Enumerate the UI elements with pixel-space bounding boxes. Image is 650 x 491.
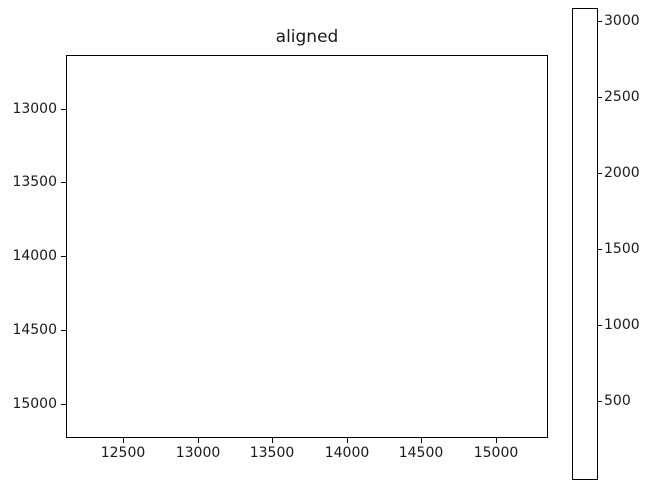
colorbar-gradient (572, 8, 598, 480)
x-tick-label: 13000 (175, 445, 221, 461)
x-tick (198, 438, 199, 443)
colorbar-tick (598, 21, 602, 22)
y-tick-label: 13000 (12, 101, 57, 117)
x-tick-label: 14500 (398, 445, 444, 461)
colorbar-tick (598, 325, 602, 326)
colorbar-tick (598, 401, 602, 402)
axes-frame (66, 55, 548, 438)
y-tick (61, 182, 66, 183)
y-tick-label: 13500 (12, 174, 57, 190)
colorbar-tick-label: 1500 (604, 241, 640, 257)
y-tick-label: 15000 (12, 396, 57, 412)
x-tick (123, 438, 124, 443)
x-tick-label: 13500 (249, 445, 295, 461)
x-tick (421, 438, 422, 443)
colorbar-tick-label: 2500 (604, 89, 640, 105)
colorbar-tick-label: 500 (604, 393, 631, 409)
colorbar-tick (598, 173, 602, 174)
x-tick (272, 438, 273, 443)
y-tick (61, 109, 66, 110)
y-tick (61, 256, 66, 257)
colorbar-tick-label: 3000 (604, 13, 640, 29)
plot-image (67, 56, 547, 437)
x-tick (496, 438, 497, 443)
colorbar-tick (598, 249, 602, 250)
x-tick-label: 14000 (324, 445, 370, 461)
colorbar-tick-label: 1000 (604, 317, 640, 333)
y-tick (61, 404, 66, 405)
colorbar-tick (598, 97, 602, 98)
x-tick (347, 438, 348, 443)
y-tick-label: 14000 (12, 248, 57, 264)
colorbar-tick-label: 2000 (604, 165, 640, 181)
plot-title: aligned (275, 27, 339, 47)
y-tick (61, 330, 66, 331)
x-tick-label: 15000 (473, 445, 519, 461)
x-tick-label: 12500 (100, 445, 146, 461)
y-tick-label: 14500 (12, 322, 57, 338)
